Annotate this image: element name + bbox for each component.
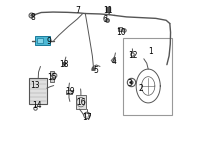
Text: 19: 19 (65, 87, 75, 96)
Text: 3: 3 (128, 79, 133, 88)
Bar (37, 38, 43, 43)
Bar (66, 90, 72, 94)
Text: 4: 4 (112, 57, 116, 66)
Text: 13: 13 (30, 81, 39, 90)
Text: 15: 15 (47, 73, 57, 82)
Text: 12: 12 (128, 51, 138, 60)
Text: 7: 7 (76, 6, 80, 15)
Text: 6: 6 (103, 15, 108, 24)
Text: 11: 11 (103, 6, 113, 15)
Bar (123, 38, 172, 115)
Text: 14: 14 (32, 101, 42, 110)
Text: 1: 1 (148, 47, 153, 56)
Text: 17: 17 (82, 113, 92, 122)
Text: 9: 9 (47, 37, 52, 46)
Text: 16: 16 (76, 98, 86, 107)
Text: 10: 10 (117, 28, 126, 37)
Text: 5: 5 (93, 66, 98, 75)
Bar (29, 78, 47, 104)
Text: 8: 8 (31, 13, 35, 22)
Text: 2: 2 (138, 84, 143, 93)
Text: 18: 18 (59, 60, 69, 69)
Bar (76, 95, 86, 109)
Bar (35, 36, 50, 45)
